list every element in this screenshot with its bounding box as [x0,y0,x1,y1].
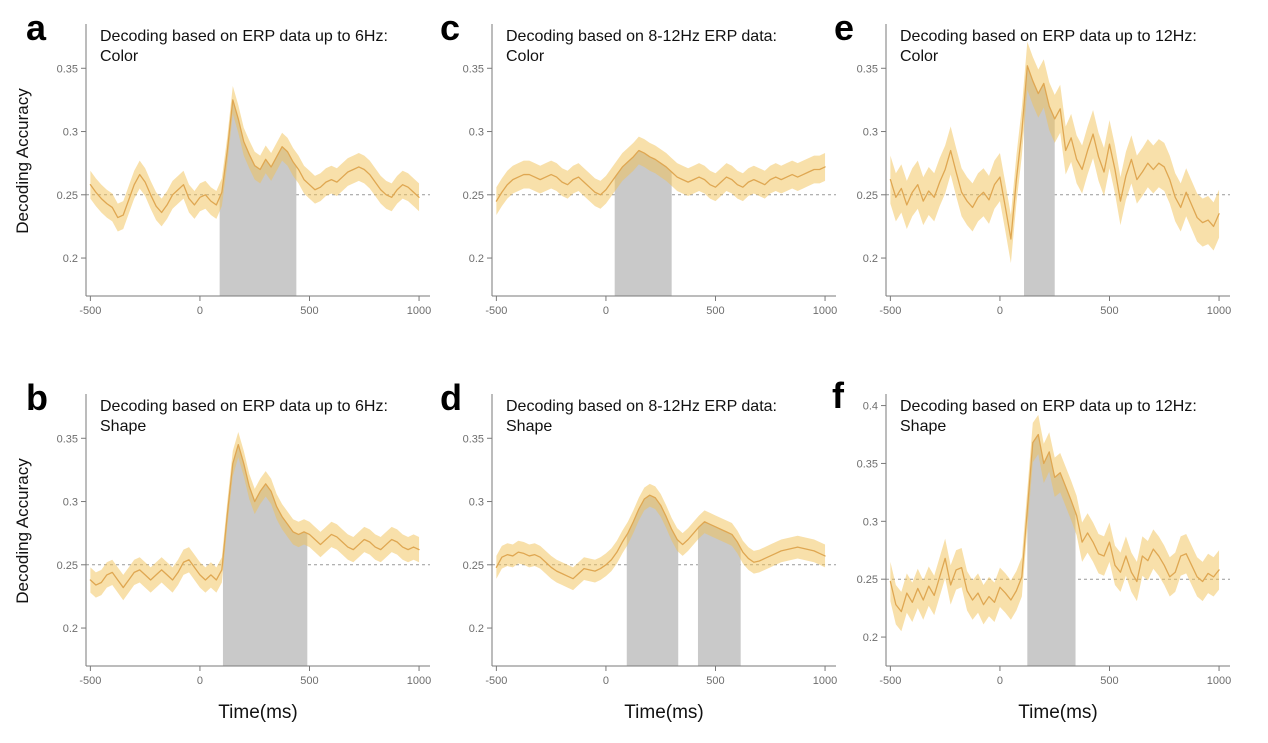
y-tick-label: 0.35 [857,458,878,470]
x-axis-label-b: Time(ms) [218,702,298,723]
chart-panel-a: -500 0 500 1000 0.2 0.25 0.3 0.35 Decoding based… [57,24,431,317]
y-tick-label: 0.25 [57,190,78,202]
error-band [90,431,420,601]
x-axis-label-d: Time(ms) [624,702,704,723]
panel-title-line2: Color [900,48,939,65]
x-tick-label: -500 [79,305,101,317]
y-tick-label: 0.25 [463,560,484,572]
panel-title-line1: Decoding based on 8-12Hz ERP data: [506,398,777,415]
y-tick-label: 0.25 [857,190,878,202]
mean-line [89,443,420,589]
y-tick-label: 0.35 [857,63,878,75]
significance-region [219,99,297,296]
x-tick-label: -500 [879,305,901,317]
y-tick-label: 0.2 [469,623,484,635]
panel-title-line1: Decoding based on ERP data up to 12Hz: [900,398,1197,415]
significance-region [626,495,679,666]
error-band [890,414,1220,632]
y-tick-label: 0.3 [863,516,878,528]
chart-panel-c: -500 0 500 1000 0.2 0.25 0.3 0.35 Decoding based… [463,24,837,317]
y-tick-label: 0.2 [63,253,78,265]
mean-line [495,494,826,580]
error-band [496,483,826,591]
x-tick-label: 1000 [813,675,837,687]
y-tick-label: 0.35 [57,63,78,75]
y-tick-label: 0.3 [863,127,878,139]
mean-line [889,433,1220,613]
y-tick-label: 0.3 [469,497,484,509]
x-tick-label: 1000 [407,675,431,687]
y-tick-label: 0.25 [463,190,484,202]
panel-title-line2: Shape [506,418,552,435]
x-axis-label-f: Time(ms) [1018,702,1098,723]
chart-panel-b: -500 0 500 1000 0.2 0.25 0.3 0.35 Decoding based… [57,394,431,687]
y-tick-label: 0.3 [469,127,484,139]
y-tick-label: 0.25 [857,574,878,586]
x-tick-label: -500 [485,305,507,317]
mean-line [89,99,420,219]
y-tick-label: 0.35 [463,63,484,75]
x-tick-label: 0 [603,305,609,317]
panel-letter-b: b [26,377,48,418]
chart-panel-e: -500 0 500 1000 0.2 0.25 0.3 0.35 Decoding based… [857,24,1231,317]
y-tick-label: 0.35 [57,433,78,445]
panel-letter-c: c [440,7,461,48]
x-tick-label: 500 [300,675,318,687]
panel-title-line2: Color [100,48,139,65]
panel-title-line1: Decoding based on 8-12Hz ERP data: [506,28,777,45]
x-tick-label: 500 [1100,305,1118,317]
y-tick-label: 0.35 [463,433,484,445]
x-tick-label: 1000 [813,305,837,317]
chart-panel-f: -500 0 500 1000 0.2 0.25 0.3 0.35 0.4 Decoding ba… [857,394,1231,687]
y-tick-label: 0.3 [63,127,78,139]
panel-title-line2: Color [506,48,545,65]
x-tick-label: 0 [997,305,1003,317]
mean-line [495,149,826,202]
y-tick-label: 0.3 [63,497,78,509]
x-tick-label: 500 [706,675,724,687]
x-tick-label: 1000 [407,305,431,317]
panel-letter-e: e [834,7,855,48]
panel-title-line1: Decoding based on ERP data up to 6Hz: [100,398,388,415]
panel-title-line1: Decoding based on ERP data up to 12Hz: [900,28,1197,45]
significance-region [1024,65,1055,296]
x-tick-label: -500 [79,675,101,687]
x-tick-label: 500 [706,305,724,317]
error-band [496,136,826,216]
panel-title-line1: Decoding based on ERP data up to 6Hz: [100,28,388,45]
y-tick-label: 0.2 [863,632,878,644]
panel-title-line2: Shape [900,418,946,435]
chart-panel-d: -500 0 500 1000 0.2 0.25 0.3 0.35 Decoding based… [463,394,837,687]
y-tick-label: 0.2 [63,623,78,635]
x-tick-label: 0 [997,675,1003,687]
mean-line [889,65,1220,240]
y-tick-label: 0.25 [57,560,78,572]
y-tick-label: 0.4 [863,401,878,413]
panel-letter-f: f [832,375,844,416]
panel-letter-d: d [440,377,462,418]
y-tick-label: 0.2 [863,253,878,265]
x-tick-label: -500 [879,675,901,687]
y-axis-label-row1: Decoding Accuracy [13,88,32,234]
x-tick-label: 0 [197,675,203,687]
panel-title-line2: Shape [100,418,146,435]
x-tick-label: 500 [1100,675,1118,687]
x-tick-label: 500 [300,305,318,317]
significance-region [697,521,741,666]
x-tick-label: 1000 [1207,675,1231,687]
significance-region [222,444,308,666]
x-tick-label: 0 [197,305,203,317]
y-tick-label: 0.2 [469,253,484,265]
significance-region [614,150,672,296]
x-tick-label: 0 [603,675,609,687]
x-tick-label: -500 [485,675,507,687]
x-tick-label: 1000 [1207,305,1231,317]
y-axis-label-row2: Decoding Accuracy [13,458,32,604]
panel-letter-a: a [26,7,47,48]
